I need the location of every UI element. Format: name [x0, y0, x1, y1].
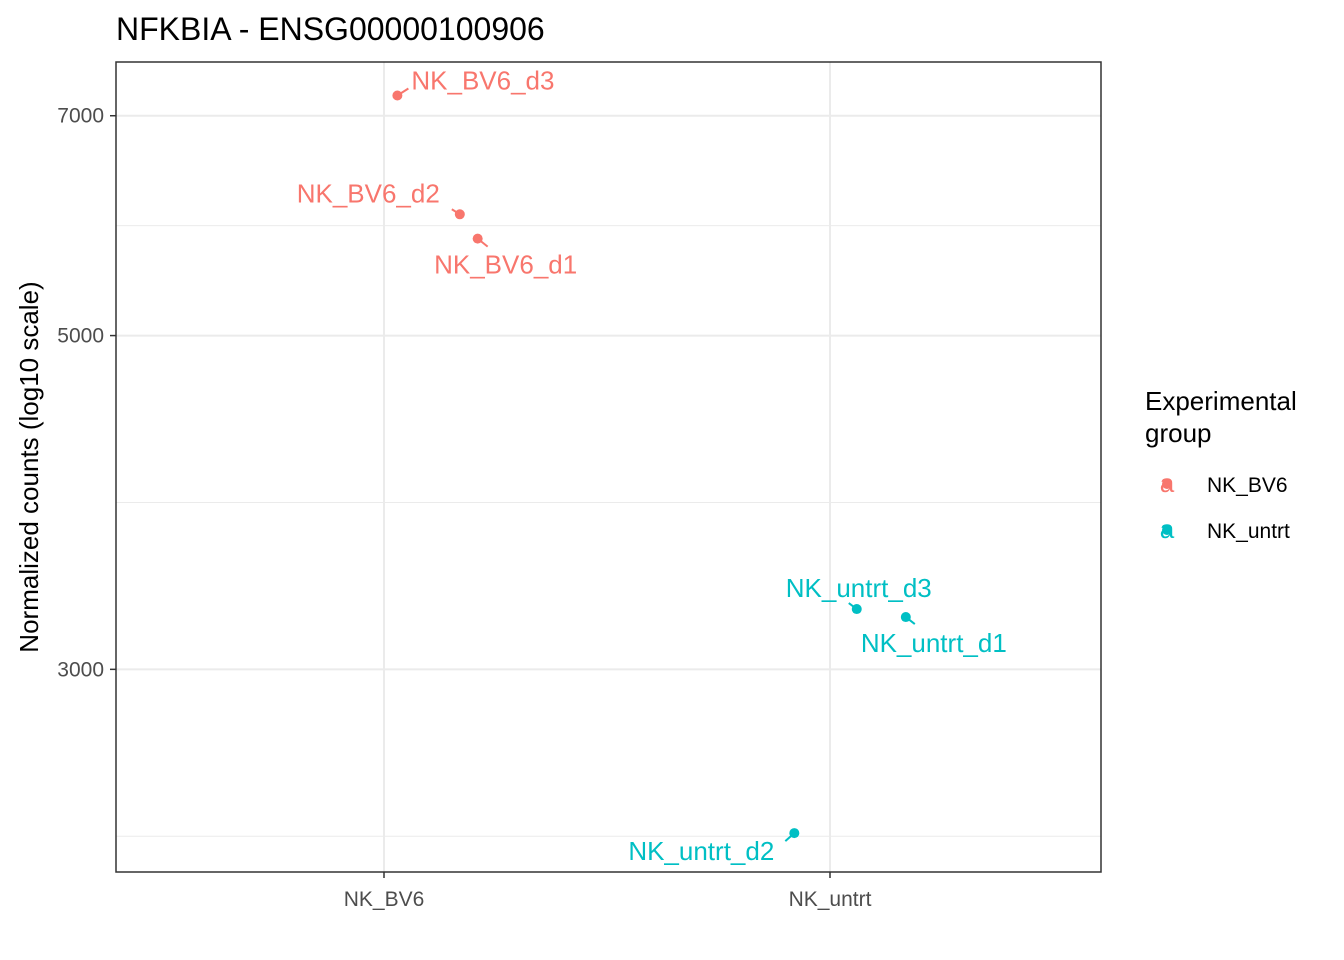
x-tick-label: NK_BV6 — [344, 888, 425, 911]
y-tick-label: 7000 — [57, 105, 104, 128]
y-axis-title: Normalized counts (log10 scale) — [14, 281, 44, 652]
point-label: NK_BV6_d2 — [297, 178, 440, 208]
data-point — [392, 90, 403, 101]
y-tick-label: 3000 — [57, 658, 104, 681]
point-label: NK_untrt_d1 — [861, 628, 1007, 658]
legend-key-point — [1162, 479, 1172, 489]
point-label: NK_untrt_d3 — [786, 573, 932, 603]
data-point — [851, 604, 862, 615]
data-point — [900, 612, 911, 623]
chart-title: NFKBIA - ENSG00000100906 — [116, 11, 545, 47]
legend-label: NK_untrt — [1207, 520, 1290, 543]
x-tick-label: NK_untrt — [789, 888, 872, 911]
legend-label: NK_BV6 — [1207, 474, 1288, 497]
point-label: NK_BV6_d1 — [434, 250, 577, 280]
data-point — [472, 233, 483, 244]
data-point — [454, 209, 465, 220]
legend-title: group — [1145, 418, 1212, 448]
point-label: NK_untrt_d2 — [628, 836, 774, 866]
legend-key-glyph: a — [1160, 468, 1175, 498]
data-point — [789, 828, 800, 839]
point-label: NK_BV6_d3 — [411, 66, 554, 96]
y-tick-label: 5000 — [57, 325, 104, 348]
legend-key-glyph: a — [1160, 514, 1175, 544]
legend-title: Experimental — [1145, 386, 1297, 416]
panel-border — [115, 61, 1102, 873]
panel-background — [116, 62, 1101, 872]
legend-key-point — [1162, 525, 1172, 535]
